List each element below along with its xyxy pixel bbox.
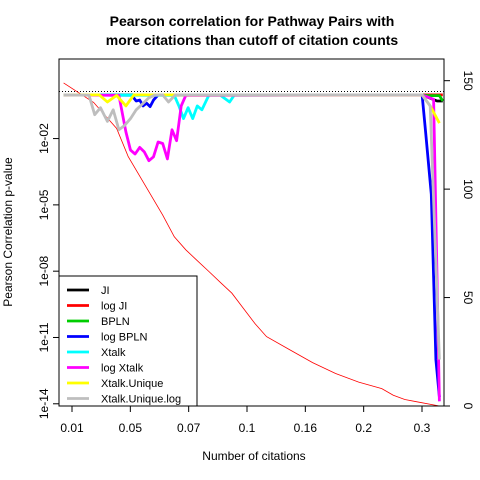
series-line-3 — [63, 93, 441, 398]
legend-label: JI — [101, 285, 110, 297]
y-left-tick-label: 1e-08 — [37, 256, 51, 287]
series-layer — [63, 93, 444, 402]
y-axis-left: 1e-02 1e-05 1e-08 1e-11 1e-14 — [37, 123, 59, 419]
y-left-tick-label: 1e-05 — [37, 189, 51, 220]
x-tick-label: 0.16 — [294, 421, 318, 435]
chart-title-line-2: more citations than cutoff of citation c… — [106, 32, 399, 48]
x-tick-label: 0.2 — [355, 421, 372, 435]
legend-label: log BPLN — [101, 332, 148, 344]
x-tick-label: 0.01 — [60, 421, 84, 435]
x-tick-label: 0.07 — [177, 421, 201, 435]
series-line-6 — [63, 93, 441, 124]
counts-line — [63, 82, 440, 407]
plot-frame — [58, 58, 445, 407]
y-left-tick-label: 1e-11 — [37, 322, 51, 352]
x-tick-label: 0.1 — [239, 421, 256, 435]
counts-layer — [63, 82, 440, 407]
x-tick-label: 0.05 — [119, 421, 143, 435]
legend-label: log JI — [101, 301, 127, 313]
chart-title-line-1: Pearson correlation for Pathway Pairs wi… — [110, 13, 395, 29]
x-axis-label: Number of citations — [202, 449, 305, 463]
x-tick-label: 0.3 — [414, 421, 431, 435]
y-axis-label: Pearson Correlation p-value — [1, 157, 15, 307]
legend-label: BPLN — [101, 316, 130, 328]
series-line-7 — [63, 93, 441, 360]
legend: JI log JI BPLN log BPLN Xtalk log Xtalk Xtalk.… — [58, 275, 198, 407]
series-line-4 — [63, 93, 423, 120]
y-left-tick-label: 1e-02 — [37, 123, 51, 154]
y-left-tick-label: 1e-14 — [37, 388, 51, 419]
legend-label: Xtalk.Unique — [101, 378, 163, 390]
y-axis-right: 0 50 100 150 — [444, 71, 475, 410]
legend-label: Xtalk — [101, 347, 126, 359]
legend-label: log Xtalk — [101, 363, 144, 375]
y-right-tick-label: 150 — [461, 71, 475, 91]
y-right-tick-label: 0 — [461, 403, 475, 410]
y-right-tick-label: 100 — [461, 179, 475, 199]
x-axis: 0.01 0.05 0.07 0.1 0.16 0.2 0.3 — [60, 406, 431, 435]
legend-label: Xtalk.Unique.log — [101, 394, 181, 406]
y-right-tick-label: 50 — [461, 291, 475, 305]
